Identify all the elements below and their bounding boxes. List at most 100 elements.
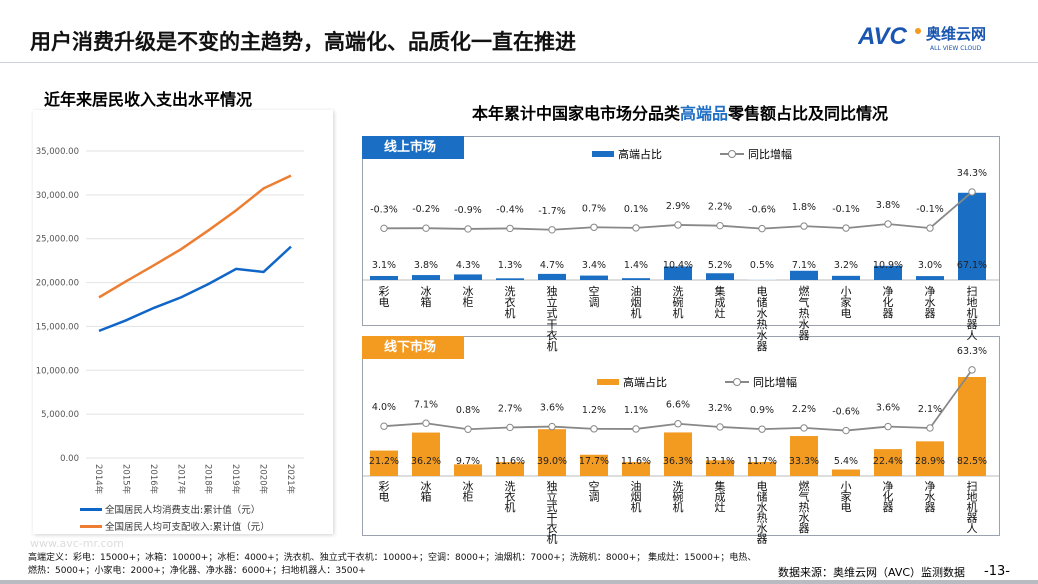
growth-value-label: 3.6% xyxy=(876,403,900,414)
growth-value-label: 0.1% xyxy=(624,204,648,215)
category-label-char: 器 xyxy=(925,501,936,514)
category-label-char: 净 xyxy=(925,284,936,298)
bar-value-label: 1.4% xyxy=(624,260,648,271)
logo-mark: AVC xyxy=(858,23,908,50)
bar xyxy=(496,462,524,476)
bar-value-label: 3.2% xyxy=(834,260,858,271)
category-label-char: 独 xyxy=(547,285,558,298)
bar-value-label: 3.0% xyxy=(918,260,942,271)
growth-value-label: 2.2% xyxy=(792,404,816,415)
x-tick-label: 2018年 xyxy=(203,464,214,495)
category-label-char: 柜 xyxy=(463,296,474,309)
category-label-char: 器 xyxy=(883,501,894,514)
growth-value-label: 6.6% xyxy=(666,400,690,411)
legend-line-label: 同比增幅 xyxy=(753,376,797,389)
bar xyxy=(538,429,566,476)
line-swatch xyxy=(720,149,744,159)
y-tick-label: 15,000.00 xyxy=(36,322,79,332)
category-label-char: 立 xyxy=(547,295,558,309)
category-label-char: 机 xyxy=(547,339,558,353)
logo-cn: 奥维云网 xyxy=(926,25,986,43)
growth-value-label: -0.6% xyxy=(832,407,860,418)
bottom-bar xyxy=(0,580,1038,584)
category-label-char: 灶 xyxy=(715,501,726,514)
category-label-char: 机 xyxy=(505,500,516,514)
category-label-char: 燃 xyxy=(799,284,810,298)
title-prefix: 本年累计中国家电市场分品类 xyxy=(471,104,680,123)
header-divider xyxy=(0,62,1038,63)
category-label-char: 衣 xyxy=(505,490,516,504)
bar xyxy=(832,275,860,280)
growth-point xyxy=(632,425,640,433)
category-label-char: 热 xyxy=(757,318,768,331)
category-label-char: 冰 xyxy=(463,480,474,493)
category-label-char: 集 xyxy=(715,284,726,298)
category-label-char: 机 xyxy=(631,500,642,514)
category-label-char: 立 xyxy=(547,490,558,504)
online-market-label: 线上市场 xyxy=(362,136,464,159)
growth-value-label: 3.8% xyxy=(876,200,900,211)
offline-market-label: 线下市场 xyxy=(362,336,464,359)
growth-point xyxy=(926,424,934,432)
data-source: 数据来源：奥维云网（AVC）监测数据 xyxy=(778,566,966,579)
category-label-char: 箱 xyxy=(421,490,432,504)
series-line-income xyxy=(98,174,292,299)
bar xyxy=(370,450,398,476)
category-label-char: 小 xyxy=(841,480,852,493)
definition-footnote: 高端定义：彩电：15000+；冰箱：10000+；冰柜：4000+；洗衣机、独立… xyxy=(28,552,756,578)
offline-legend: 高端占比 同比增幅 xyxy=(597,374,797,390)
legend-bar-label: 高端占比 xyxy=(623,376,667,389)
category-label-char: 电 xyxy=(757,285,768,298)
bar-value-label: 22.4% xyxy=(873,456,903,467)
growth-point xyxy=(842,426,850,435)
category-label-char: 水 xyxy=(757,501,768,514)
bar-swatch xyxy=(592,151,614,157)
category-label-char: 碗 xyxy=(673,295,684,309)
category-label-char: 扫 xyxy=(967,480,978,493)
legend-income-label: 全国居民人均可支配收入:累计值（元） xyxy=(105,522,270,533)
legend-line-label: 同比增幅 xyxy=(748,148,792,161)
category-label-char: 油 xyxy=(631,479,642,493)
bar-value-label: 4.3% xyxy=(456,260,480,271)
category-label-char: 式 xyxy=(547,501,558,514)
growth-value-label: -1.7% xyxy=(538,206,566,217)
growth-point xyxy=(590,425,598,433)
growth-value-label: -0.6% xyxy=(748,205,776,216)
y-tick-label: 20,000.00 xyxy=(36,279,79,289)
category-label-char: 干 xyxy=(547,512,558,525)
category-label-char: 热 xyxy=(799,501,810,514)
bar-value-label: 39.0% xyxy=(537,456,567,467)
category-label-char: 器 xyxy=(799,522,810,535)
category-label-char: 集 xyxy=(715,479,726,493)
growth-point xyxy=(422,224,430,232)
category-label-char: 水 xyxy=(925,296,936,309)
category-label-char: 烟 xyxy=(631,490,642,504)
bar-value-label: 13.1% xyxy=(705,456,735,467)
offline-market-panel xyxy=(362,336,1000,536)
bar xyxy=(412,432,440,476)
bar-value-label: 10.9% xyxy=(873,260,903,271)
income-swatch xyxy=(80,524,102,528)
title-highlight: 高端品 xyxy=(679,104,728,123)
growth-point xyxy=(632,224,640,232)
growth-point xyxy=(590,223,598,231)
growth-point xyxy=(884,220,892,228)
bar-value-label: 36.2% xyxy=(411,456,441,467)
category-label-char: 机 xyxy=(967,306,978,320)
logo-en: ALL VIEW CLOUD xyxy=(930,45,982,52)
growth-value-label: 2.9% xyxy=(666,201,690,212)
category-label-char: 冰 xyxy=(463,285,474,298)
bar-value-label: 3.8% xyxy=(414,260,438,271)
category-label-char: 热 xyxy=(799,307,810,320)
category-label-char: 洗 xyxy=(505,285,516,298)
bar xyxy=(748,279,776,280)
growth-value-label: 2.2% xyxy=(708,202,732,213)
bar-value-label: 1.3% xyxy=(498,260,522,271)
growth-point xyxy=(380,422,388,430)
bar-value-label: 28.9% xyxy=(915,456,945,467)
category-label-char: 器 xyxy=(757,533,768,546)
spend-swatch xyxy=(80,507,102,511)
growth-point xyxy=(464,425,472,433)
category-label-char: 机 xyxy=(547,532,558,546)
